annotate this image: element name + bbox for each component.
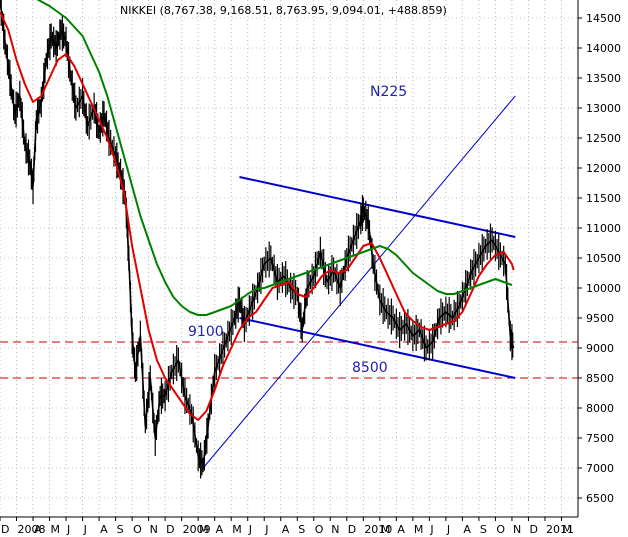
y-tick-label: 14500 — [586, 12, 621, 25]
support-label-9100: 9100 — [188, 324, 224, 340]
x-tick-label: A — [282, 523, 290, 536]
x-tick-label: J — [264, 523, 268, 536]
x-tick-label: D — [529, 523, 537, 536]
moving-average-long — [36, 0, 513, 316]
x-tick-label: M — [414, 523, 424, 536]
y-tick-label: 13000 — [586, 102, 621, 115]
trend-line-2 — [202, 95, 516, 469]
y-tick-label: 7000 — [586, 462, 614, 475]
series-label: N225 — [370, 84, 407, 100]
x-tick-label: M — [199, 523, 209, 536]
x-tick-label: A — [397, 523, 405, 536]
y-tick-label: 13500 — [586, 72, 621, 85]
x-tick-label: M — [51, 523, 61, 536]
x-tick-label: A — [216, 523, 224, 536]
series-group — [0, 0, 515, 479]
x-tick-label: S — [480, 523, 487, 536]
moving-average-short — [0, 11, 515, 421]
y-tick-label: 10000 — [586, 282, 621, 295]
x-tick-label: 2010 — [364, 523, 392, 536]
x-tick-label: J — [429, 523, 433, 536]
x-tick-label: D — [1, 523, 9, 536]
x-tick-label: A — [463, 523, 471, 536]
x-tick-label: J — [66, 523, 70, 536]
x-tick-label: J — [248, 523, 252, 536]
y-tick-label: 6500 — [586, 492, 614, 505]
y-tick-label: 11000 — [586, 222, 621, 235]
x-tick-label: J — [446, 523, 450, 536]
trend-line-1 — [239, 317, 516, 379]
y-axis: 6500 7000 7500 8000 8500 9000 9500 10000 10500 11… — [578, 12, 621, 505]
support-label-8500: 8500 — [352, 360, 388, 376]
x-tick-label: N — [513, 523, 521, 536]
x-tick-label: N — [331, 523, 339, 536]
x-tick-label: 2008 — [18, 523, 46, 536]
chart-title: NIKKEI (8,767.38, 9,168.51, 8,763.95, 9,… — [120, 4, 447, 17]
y-tick-label: 10500 — [586, 252, 621, 265]
x-tick-label: 2011 — [546, 523, 574, 536]
x-tick-label: O — [496, 523, 505, 536]
x-tick-label: S — [117, 523, 124, 536]
y-tick-label: 14000 — [586, 42, 621, 55]
x-tick-label: O — [133, 523, 142, 536]
y-tick-label: 9000 — [586, 342, 614, 355]
x-tick-label: O — [315, 523, 324, 536]
x-tick-label: D — [166, 523, 174, 536]
trend-lines — [202, 95, 516, 469]
x-tick-label: N — [150, 523, 158, 536]
x-tick-label: A — [34, 523, 42, 536]
y-tick-label: 8500 — [586, 372, 614, 385]
y-tick-label: 12000 — [586, 162, 621, 175]
x-tick-label: 2009 — [183, 523, 211, 536]
y-tick-label: 7500 — [586, 432, 614, 445]
y-tick-label: 9500 — [586, 312, 614, 325]
x-tick-label: J — [83, 523, 87, 536]
y-tick-label: 8000 — [586, 402, 614, 415]
x-tick-label: M — [562, 523, 572, 536]
x-tick-label: M — [381, 523, 391, 536]
y-tick-label: 11500 — [586, 192, 621, 205]
support-lines: 9100 8500 — [0, 324, 578, 379]
x-tick-label: D — [348, 523, 356, 536]
y-tick-label: 12500 — [586, 132, 621, 145]
x-tick-label: A — [100, 523, 108, 536]
trend-line-0 — [239, 176, 516, 238]
x-tick-label: M — [232, 523, 242, 536]
x-tick-label: S — [298, 523, 305, 536]
